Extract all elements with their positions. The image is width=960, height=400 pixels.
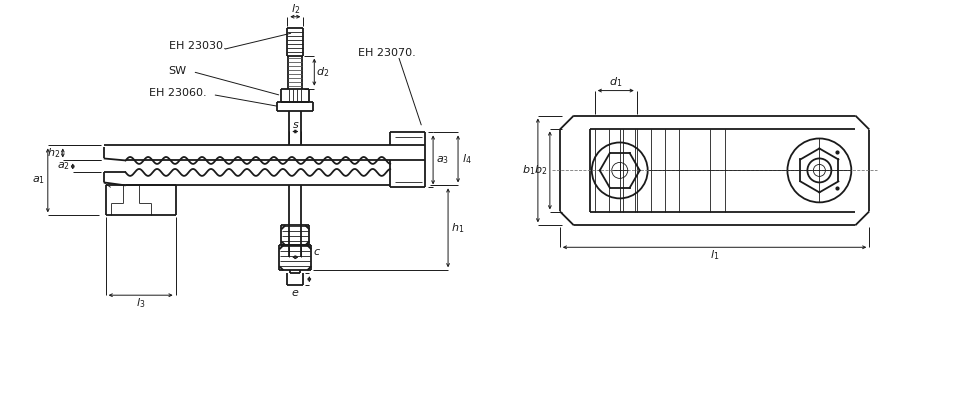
Text: $l_3$: $l_3$: [136, 296, 145, 310]
Text: $l_1$: $l_1$: [709, 248, 719, 262]
Text: $c$: $c$: [313, 247, 322, 257]
Text: $d_2$: $d_2$: [316, 65, 329, 79]
Text: $s$: $s$: [292, 120, 300, 130]
Text: EH 23060.: EH 23060.: [149, 88, 206, 98]
Text: $e$: $e$: [291, 288, 300, 298]
Text: $d_1$: $d_1$: [609, 76, 622, 90]
Text: EH 23070.: EH 23070.: [358, 48, 416, 58]
Text: $a_3$: $a_3$: [436, 154, 448, 166]
Text: $a_2$: $a_2$: [58, 160, 70, 172]
Text: $h_2$: $h_2$: [47, 146, 60, 160]
Text: $b_2$: $b_2$: [535, 164, 547, 177]
Text: $a_1$: $a_1$: [33, 174, 45, 186]
Text: $l_4$: $l_4$: [462, 152, 472, 166]
Text: $h_1$: $h_1$: [451, 221, 465, 235]
Text: EH 23030.: EH 23030.: [169, 41, 227, 51]
Text: $l_2$: $l_2$: [291, 2, 300, 16]
Text: SW: SW: [169, 66, 186, 76]
Text: $b_1$: $b_1$: [522, 164, 536, 177]
